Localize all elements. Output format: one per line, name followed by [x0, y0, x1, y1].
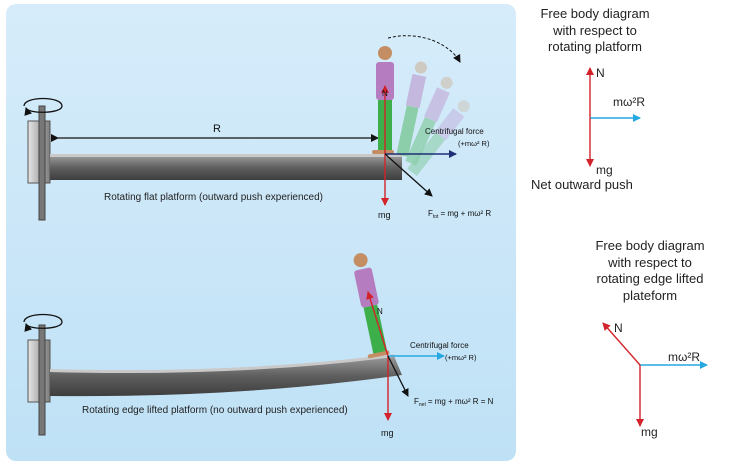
- flat-platform-assembly: [23, 97, 402, 221]
- person-feet: [367, 350, 390, 359]
- top-weight-label: mg: [378, 210, 391, 220]
- bottom-caption: Rotating edge lifted platform (no outwar…: [82, 405, 348, 416]
- fbd1-title-line: rotating platform: [548, 39, 642, 54]
- top-total-force-label: Ftot = mg + mω² R: [428, 209, 491, 220]
- fbd2-title: Free body diagram with respect to rotati…: [575, 238, 725, 304]
- top-normal-label: N: [382, 89, 388, 98]
- radius-label: R: [213, 123, 221, 135]
- flat-beam-top: [50, 154, 402, 157]
- fbd1-title-line: Free body diagram: [540, 6, 650, 21]
- lifted-rotation-arrow: [23, 313, 63, 332]
- fbd2-normal-label: N: [614, 321, 623, 335]
- bottom-weight-label: mg: [381, 428, 394, 438]
- fbd-rotating-platform: N mω²R mg Net outward push: [531, 66, 645, 192]
- flat-rotation-arrow: [23, 97, 63, 116]
- top-caption: Rotating flat platform (outward push exp…: [104, 192, 323, 203]
- falling-person-ghosts: [396, 61, 470, 177]
- bottom-net-force-label: Fnet = mg + mω² R = N: [414, 397, 494, 408]
- fbd1-centrifugal-label: mω²R: [613, 95, 645, 109]
- bottom-centrifugal-label: Centrifugal force: [410, 341, 469, 350]
- fbd-edge-lifted-platform: N mω²R mg: [602, 321, 708, 439]
- fbd2-normal-arrow: [602, 322, 641, 366]
- person-head: [353, 253, 368, 268]
- person-on-flat-platform: [372, 46, 394, 154]
- top-resultant-arrow: [384, 153, 433, 197]
- fbd1-caption: Net outward push: [531, 177, 633, 192]
- lifted-beam: [50, 356, 402, 397]
- lifted-platform-assembly: [23, 313, 402, 436]
- fbd1-title-line: with respect to: [553, 22, 637, 38]
- fbd2-title-line: Free body diagram: [595, 238, 705, 253]
- person-shirt: [354, 267, 379, 308]
- top-centrifugal-expr: (+mω² R): [458, 139, 490, 148]
- bottom-resultant-arrow: [387, 355, 409, 397]
- bottom-normal-label: N: [377, 307, 383, 316]
- person-pants: [363, 304, 388, 355]
- fbd2-title-line: plateform: [622, 287, 678, 303]
- person-head: [378, 46, 392, 60]
- fbd2-title-line: rotating edge lifted: [596, 271, 704, 286]
- flat-beam: [50, 156, 402, 180]
- top-centrifugal-label: Centrifugal force: [425, 127, 484, 136]
- fbd2-centrifugal-label: mω²R: [668, 350, 700, 364]
- bottom-centrifugal-expr: (+mω² R): [445, 353, 477, 362]
- fbd1-title: Free body diagram with respect to rotati…: [520, 6, 670, 56]
- fbd2-title-line: with respect to: [608, 254, 692, 270]
- fall-direction-arrow: [387, 35, 461, 63]
- bottom-normal-arrow: [366, 291, 389, 357]
- person-feet: [372, 150, 394, 154]
- lifted-axle: [38, 324, 46, 436]
- fbd1-normal-label: N: [596, 66, 605, 80]
- person-shirt: [376, 62, 394, 100]
- fbd1-weight-label: mg: [596, 163, 613, 177]
- flat-axle: [38, 105, 46, 221]
- lifted-beam-top: [50, 354, 394, 373]
- fbd2-weight-label: mg: [641, 425, 658, 439]
